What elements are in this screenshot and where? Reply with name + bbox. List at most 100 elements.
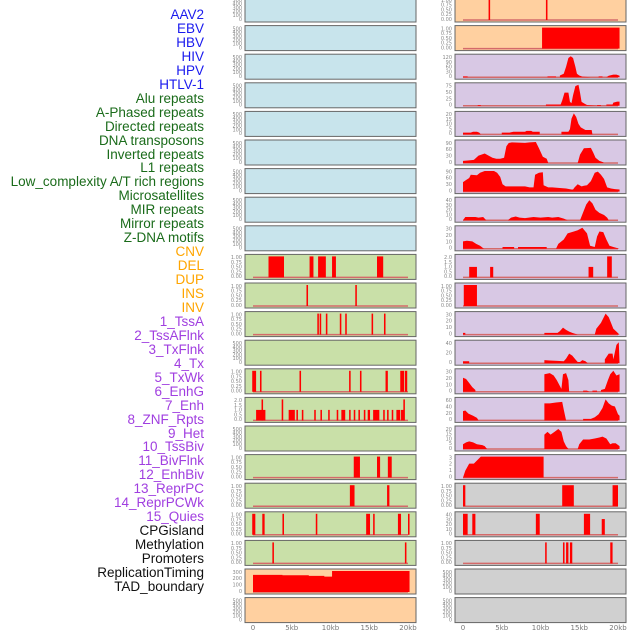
signal-area xyxy=(463,428,620,449)
y-tick-label: 3 xyxy=(449,455,452,461)
track-label: HPV xyxy=(176,62,204,78)
signal-area xyxy=(463,171,620,192)
signal-bar xyxy=(306,285,309,306)
signal-bar xyxy=(345,313,347,335)
track-panel xyxy=(244,368,417,395)
x-tick-label: 20kb xyxy=(609,624,627,630)
track-panel xyxy=(244,282,417,309)
y-tick-label: 0.75 xyxy=(231,517,242,523)
y-tick-label: 0.00 xyxy=(441,45,452,51)
track-label: DNA transposons xyxy=(98,132,204,148)
track-label: INS xyxy=(181,286,204,301)
signal-area xyxy=(463,399,620,421)
y-tick-label: 200 xyxy=(232,152,242,158)
y-tick-label: 300 xyxy=(442,577,452,583)
track-panel xyxy=(244,597,417,624)
track-panel xyxy=(454,511,627,538)
y-tick-label: 400 xyxy=(232,145,242,151)
y-tick-label: 100 xyxy=(232,242,242,248)
y-tick-label: 25 xyxy=(446,96,452,102)
x-tick-label: 0 xyxy=(461,624,465,630)
y-tick-label: 0.25 xyxy=(441,12,452,18)
y-tick-label: 40 xyxy=(446,513,452,519)
track-label: INV xyxy=(181,299,204,315)
y-tick-label: 0 xyxy=(239,131,242,137)
y-tick-label: 10 xyxy=(446,527,452,533)
signal-area xyxy=(463,200,620,221)
y-tick-label: 500 xyxy=(232,84,242,90)
y-tick-label: 500 xyxy=(232,227,242,233)
track-panel xyxy=(244,0,417,23)
signal-area xyxy=(463,370,620,392)
y-tick-label: 500 xyxy=(232,55,242,61)
signal-bar xyxy=(252,513,256,535)
track-label: DEL xyxy=(177,258,204,274)
y-tick-label: 0.50 xyxy=(441,551,452,557)
signal-bar xyxy=(309,256,314,278)
signal-bar xyxy=(366,513,371,535)
y-tick-label: 200 xyxy=(232,9,242,15)
y-tick-label: 0.50 xyxy=(441,494,452,500)
y-tick-label: 500 xyxy=(232,26,242,32)
signal-bar xyxy=(566,542,569,564)
signal-area xyxy=(253,571,410,592)
y-tick-label: 0 xyxy=(449,246,452,252)
track-panel xyxy=(244,25,417,52)
y-tick-label: 0.50 xyxy=(231,265,242,271)
track-panel xyxy=(454,568,627,595)
y-tick-label: 0 xyxy=(449,160,452,166)
track-label: 2_TssAFlnk xyxy=(134,327,204,343)
signal-bar xyxy=(377,256,384,278)
y-tick-label: 400 xyxy=(232,431,242,437)
track-label: A-Phased repeats xyxy=(95,104,204,120)
y-tick-label: 400 xyxy=(232,87,242,93)
track-label: ReplicationTiming xyxy=(97,565,204,580)
signal-bar xyxy=(490,266,494,278)
signal-bar xyxy=(281,399,284,421)
signal-bar xyxy=(318,256,326,278)
y-tick-label: 90 xyxy=(446,60,452,66)
y-tick-label: 400 xyxy=(232,2,242,8)
y-tick-label: 50 xyxy=(446,90,452,96)
y-tick-label: 400 xyxy=(232,230,242,236)
x-tick-label: 10kb xyxy=(532,624,550,630)
y-tick-label: 200 xyxy=(232,576,242,582)
y-tick-label: 0.75 xyxy=(441,546,452,552)
y-tick-label: 300 xyxy=(232,5,242,11)
signal-bar xyxy=(262,513,265,535)
y-tick-label: 0.75 xyxy=(231,460,242,466)
signal-bar xyxy=(387,456,392,478)
y-tick-label: 0.75 xyxy=(231,546,242,552)
signal-bar xyxy=(383,409,385,421)
y-tick-label: 200 xyxy=(232,124,242,130)
track-label: 12_EnhBiv xyxy=(138,467,204,483)
y-tick-label: 30 xyxy=(446,227,452,233)
track-label: HIV xyxy=(181,48,204,64)
y-tick-label: 400 xyxy=(442,574,452,580)
y-tick-label: 200 xyxy=(232,66,242,72)
y-tick-label: 200 xyxy=(232,238,242,244)
signal-bar xyxy=(353,456,360,478)
y-tick-label: 0 xyxy=(449,617,452,623)
track-label: Z-DNA motifs xyxy=(123,230,204,246)
y-tick-label: 60 xyxy=(446,65,452,71)
y-tick-label: 0.5 xyxy=(444,269,452,275)
y-tick-label: 0.00 xyxy=(231,560,242,566)
y-tick-label: 0.50 xyxy=(231,522,242,528)
y-tick-label: 20 xyxy=(446,376,452,382)
y-tick-label: 200 xyxy=(232,352,242,358)
track-panel xyxy=(454,253,627,280)
signal-bar xyxy=(363,409,366,421)
track-panel xyxy=(454,82,627,109)
signal-bar xyxy=(562,485,574,507)
y-tick-label: 0 xyxy=(449,74,452,80)
y-tick-label: 300 xyxy=(232,434,242,440)
signal-bar xyxy=(545,0,548,20)
y-tick-label: 0 xyxy=(449,474,452,480)
signal-bar xyxy=(336,409,339,421)
y-tick-label: 0.00 xyxy=(441,17,452,23)
signal-bar xyxy=(387,409,389,421)
y-tick-label: 40 xyxy=(446,341,452,347)
y-tick-label: 60 xyxy=(446,398,452,404)
y-tick-label: 300 xyxy=(232,148,242,154)
